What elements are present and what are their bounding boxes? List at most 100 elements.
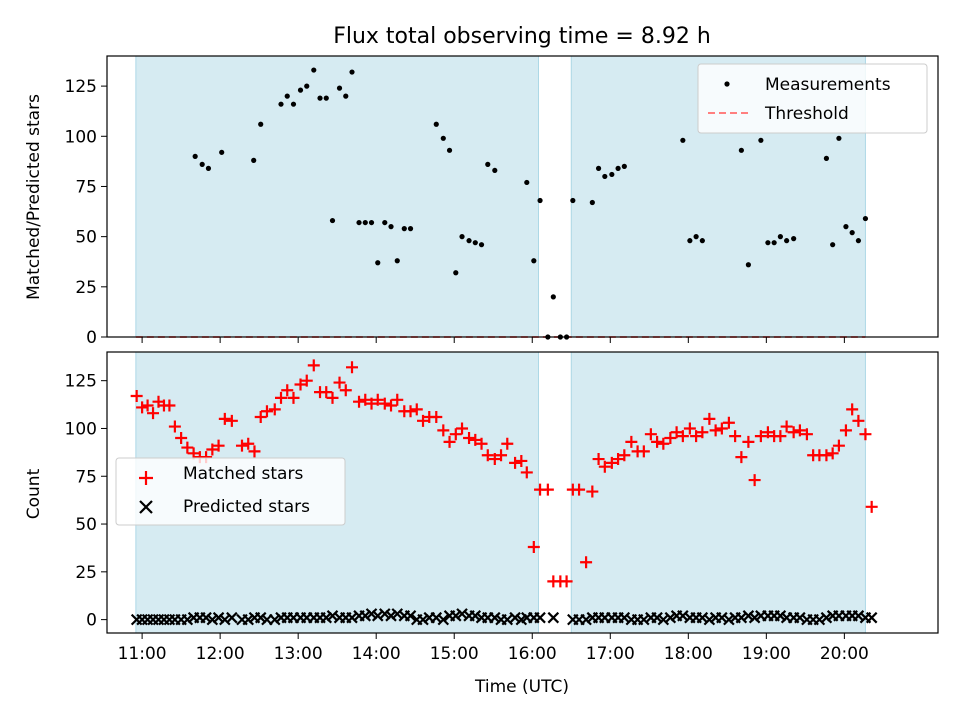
- matched-star-point: [520, 466, 533, 479]
- measurement-point: [375, 260, 381, 266]
- x-tick-label: 11:00: [118, 644, 167, 664]
- predicted-star-point: [716, 611, 728, 624]
- predicted-star-point: [865, 611, 878, 624]
- y-tick-label: 125: [65, 77, 97, 97]
- measurement-point: [349, 69, 355, 75]
- x-tick-label: 15:00: [430, 644, 479, 664]
- predicted-star-point: [437, 613, 450, 626]
- measurement-point: [472, 240, 478, 246]
- matched-star-point: [449, 428, 462, 441]
- matched-star-point: [605, 456, 618, 469]
- x-tick-label: 14:00: [352, 644, 401, 664]
- matched-star-point: [625, 435, 638, 448]
- bottom-y-axis-label: Count: [24, 468, 44, 519]
- measurement-point: [219, 149, 225, 155]
- matched-star-point: [260, 405, 273, 418]
- legend-predicted-marker: [139, 500, 153, 514]
- matched-star-point: [495, 449, 508, 462]
- measurement-point: [531, 258, 537, 264]
- y-tick-label: 75: [75, 467, 97, 487]
- x-tick-label: 13:00: [274, 644, 323, 664]
- measurement-point: [615, 165, 621, 171]
- matched-star-point: [722, 416, 735, 429]
- measurement-point: [777, 234, 783, 240]
- matched-star-point: [703, 412, 716, 425]
- matched-star-point: [346, 361, 359, 374]
- measurement-point: [687, 238, 693, 244]
- x-tick-label: 19:00: [742, 644, 791, 664]
- matched-star-point: [320, 386, 333, 399]
- matched-star-point: [294, 378, 307, 391]
- top-legend: Measurements Threshold: [697, 63, 928, 134]
- matched-star-point: [670, 426, 683, 439]
- measurement-point: [382, 219, 388, 226]
- measurement-point: [771, 240, 777, 246]
- measurement-point: [336, 85, 343, 91]
- predicted-star-point: [456, 608, 468, 620]
- y-tick-label: 100: [65, 419, 97, 439]
- measurement-point: [680, 137, 686, 143]
- matched-star-point: [410, 403, 423, 416]
- y-tick-label: 25: [75, 563, 97, 583]
- top-y-axis-label: Matched/Predicted stars: [24, 94, 44, 300]
- bottom-legend: Matched stars Predicted stars: [115, 457, 346, 526]
- matched-star-point: [187, 447, 200, 460]
- matched-star-point: [852, 414, 865, 427]
- measurement-point: [407, 226, 414, 232]
- measurement-point: [855, 238, 862, 244]
- matched-star-point: [592, 453, 605, 466]
- matched-star-point: [657, 437, 670, 450]
- measurement-point: [284, 93, 290, 99]
- matched-star-point: [378, 397, 391, 410]
- matched-star-point: [501, 437, 514, 450]
- measurement-point: [297, 87, 304, 93]
- matched-star-point: [254, 410, 267, 423]
- matched-star-point: [580, 556, 593, 569]
- matched-star-point: [443, 435, 456, 448]
- x-axis-label: Time (UTC): [474, 677, 569, 697]
- matched-star-point: [560, 575, 573, 588]
- x-tick-label: 17:00: [586, 644, 635, 664]
- matched-star-point: [430, 410, 443, 423]
- measurement-point: [693, 234, 699, 240]
- measurement-point: [459, 234, 465, 240]
- y-tick-label: 0: [86, 328, 97, 348]
- predicted-star-point: [794, 611, 806, 624]
- predicted-star-point: [226, 611, 238, 624]
- chart-title: Flux total observing time = 8.92 h: [333, 24, 711, 49]
- matched-star-point: [509, 456, 522, 469]
- matched-star-point: [859, 428, 872, 441]
- matched-star-point: [664, 432, 677, 445]
- measurement-point: [621, 163, 627, 169]
- legend-matched-marker: [139, 471, 153, 485]
- matched-star-point: [456, 422, 469, 435]
- predicted-star-point: [638, 613, 650, 626]
- matched-star-point: [463, 432, 476, 445]
- measurement-point: [453, 270, 459, 276]
- matched-star-point: [206, 443, 219, 456]
- measurement-point: [862, 215, 869, 222]
- matched-star-point: [754, 430, 767, 443]
- matched-star-point: [235, 439, 248, 452]
- x-tick-label: 18:00: [664, 644, 713, 664]
- matched-star-point: [225, 414, 238, 427]
- y-tick-label: 0: [86, 611, 97, 631]
- bottom-panel-frame: [106, 351, 939, 634]
- matched-star-point: [242, 437, 255, 450]
- measurement-point: [609, 171, 615, 178]
- top-panel-frame: [106, 55, 939, 338]
- matched-star-point: [417, 414, 430, 427]
- predicted-star-point: [618, 611, 631, 624]
- measurement-point: [765, 240, 771, 246]
- matched-star-point: [598, 460, 611, 473]
- measurement-point: [823, 155, 830, 161]
- predicted-star-point: [219, 613, 231, 626]
- predicted-star-point: [534, 611, 546, 624]
- matched-star-point: [586, 485, 599, 498]
- x-tick-label: 16:00: [508, 644, 557, 664]
- y-tick-label: 100: [65, 127, 97, 147]
- top-legend-box: [697, 63, 928, 134]
- measurement-point: [595, 165, 602, 171]
- matched-star-point: [696, 426, 709, 439]
- measurement-point: [524, 179, 530, 186]
